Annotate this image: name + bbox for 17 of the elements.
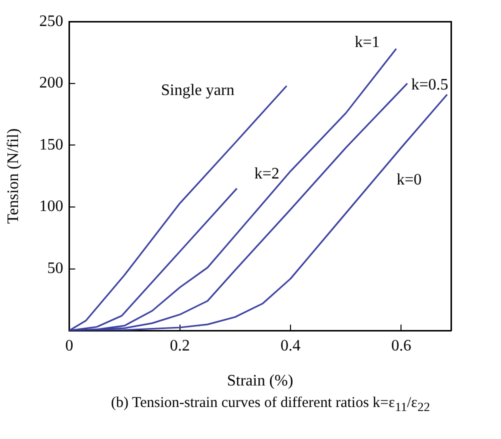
y-axis-title: Tension (N/fil) (4, 128, 22, 224)
x-tick-label: 0.6 (391, 337, 412, 354)
series-label: k=0.5 (411, 76, 448, 94)
y-tick-label: 100 (39, 198, 64, 216)
series-label: k=1 (354, 34, 380, 51)
x-tick-label: 0.4 (280, 337, 301, 354)
y-tick-label: 250 (39, 12, 64, 30)
x-tick-label: 0 (65, 337, 74, 354)
series-label: Single yarn (160, 82, 234, 100)
x-tick-label: 0.2 (170, 337, 190, 354)
y-tick-label: 50 (47, 260, 64, 278)
x-axis-title: Strain (%) (227, 372, 294, 390)
text: (b) Tension-strain curves of different ratios k=ε$_{11}$/ε$_{22}$ (110, 395, 431, 415)
y-tick-label: 150 (39, 136, 64, 154)
series-label: k=2 (254, 166, 280, 183)
y-tick-label: 200 (39, 74, 64, 92)
series-label: k=0 (396, 172, 422, 189)
